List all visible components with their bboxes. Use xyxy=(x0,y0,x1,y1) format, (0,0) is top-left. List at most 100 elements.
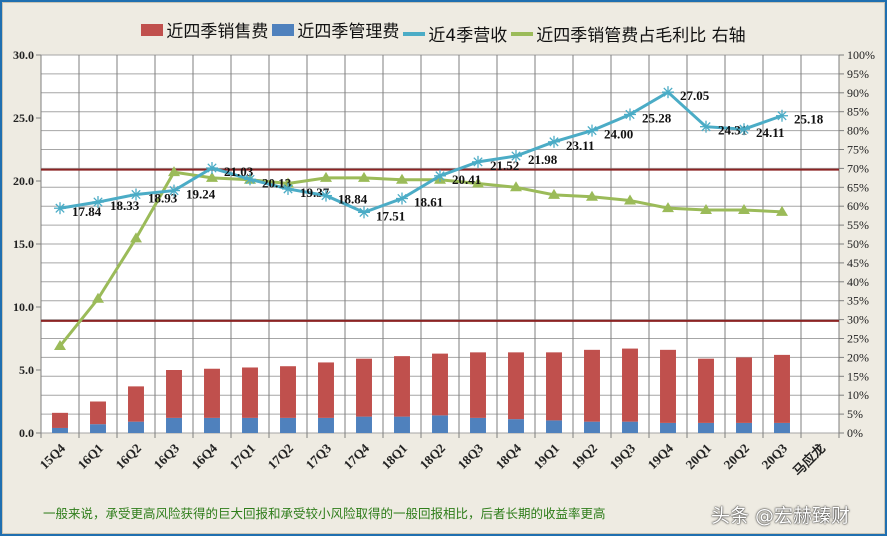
bar-management-fee xyxy=(90,424,106,433)
right-tick-label: 65% xyxy=(847,180,869,194)
right-tick-label: 30% xyxy=(847,313,869,327)
bar-sales-fee xyxy=(584,349,600,422)
star-marker-icon xyxy=(396,192,408,205)
revenue-data-label: 19.24 xyxy=(186,187,216,202)
legend-label: 近4季营收 xyxy=(428,26,508,46)
bar-management-fee xyxy=(128,421,144,433)
left-tick-label: 25.0 xyxy=(13,111,34,125)
bar-management-fee xyxy=(318,417,334,433)
footer-note: 一般来说，承受更高风险获得的巨大回报和承受较小风险取得的一般回报相比，后者长期的… xyxy=(43,506,606,521)
revenue-data-label: 18.33 xyxy=(110,198,140,213)
triangle-marker-icon xyxy=(662,202,674,213)
right-tick-label: 75% xyxy=(847,143,869,157)
star-marker-icon xyxy=(92,196,104,209)
bar-management-fee xyxy=(584,421,600,433)
x-tick-label: 18Q4 xyxy=(493,440,525,472)
line-revenue xyxy=(59,90,783,214)
legend-star-marker-icon xyxy=(403,31,426,36)
bar-sales-fee xyxy=(394,356,410,417)
right-tick-label: 5% xyxy=(847,407,863,421)
bar-sales-fee xyxy=(774,354,790,423)
bar-sales-fee xyxy=(90,401,106,425)
star-marker-icon xyxy=(738,123,750,136)
star-marker-icon xyxy=(548,135,560,148)
triangle-marker-icon xyxy=(700,203,712,214)
star-marker-icon xyxy=(244,173,256,186)
triangle-marker-icon xyxy=(738,203,750,214)
bar-management-fee xyxy=(546,420,562,433)
x-tick-label: 19Q3 xyxy=(607,440,639,472)
bar-sales-fee xyxy=(242,367,258,418)
triangle-marker-icon xyxy=(54,340,66,351)
left-tick-label: 10.0 xyxy=(13,300,34,314)
right-tick-label: 85% xyxy=(847,105,869,119)
right-tick-label: 70% xyxy=(847,161,869,175)
triangle-marker-icon xyxy=(206,171,218,182)
star-marker-icon xyxy=(624,108,636,121)
bar-sales-fee xyxy=(318,362,334,418)
star-marker-icon xyxy=(776,109,788,122)
bar-sales-fee xyxy=(546,352,562,421)
right-tick-label: 45% xyxy=(847,256,869,270)
bar-management-fee xyxy=(280,417,296,433)
star-marker-icon xyxy=(586,124,598,137)
x-tick-label: 18Q1 xyxy=(379,441,411,473)
legend-triangle-marker-icon xyxy=(511,31,534,36)
x-tick-label: 20Q3 xyxy=(759,440,791,472)
legend-swatch-bar-icon xyxy=(272,23,295,36)
bar-sales-fee xyxy=(52,412,68,428)
x-tick-label: 马应龙 xyxy=(790,441,828,479)
right-tick-label: 100% xyxy=(847,48,875,62)
bar-management-fee xyxy=(470,417,486,433)
right-tick-label: 95% xyxy=(847,67,869,81)
revenue-data-label: 19.37 xyxy=(300,185,330,200)
bar-sales-fee xyxy=(470,352,486,418)
star-marker-icon xyxy=(662,86,674,99)
triangle-marker-icon xyxy=(92,292,104,303)
x-tick-label: 17Q1 xyxy=(227,441,259,473)
bar-sales-fee xyxy=(736,357,752,423)
revenue-data-label: 17.84 xyxy=(72,204,102,219)
legend-swatch-bar-icon xyxy=(141,23,164,36)
revenue-data-label: 17.51 xyxy=(376,208,405,223)
right-tick-label: 60% xyxy=(847,199,869,213)
x-tick-label: 15Q4 xyxy=(37,440,69,472)
x-tick-label: 16Q2 xyxy=(113,441,145,473)
star-marker-icon xyxy=(282,182,294,195)
bar-sales-fee xyxy=(432,353,448,416)
legend-item: 近四季管理费 xyxy=(272,17,399,42)
bar-management-fee xyxy=(394,416,410,433)
revenue-data-label: 21.98 xyxy=(528,152,558,167)
triangle-marker-icon xyxy=(586,190,598,201)
bar-sales-fee xyxy=(128,386,144,422)
star-marker-icon xyxy=(206,162,218,175)
right-tick-label: 20% xyxy=(847,350,869,364)
bar-management-fee xyxy=(242,417,258,433)
right-tick-label: 55% xyxy=(847,218,869,232)
right-tick-label: 35% xyxy=(847,294,869,308)
star-marker-icon xyxy=(510,150,522,163)
x-tick-label: 17Q4 xyxy=(341,440,373,472)
revenue-data-label: 20.13 xyxy=(262,175,292,190)
bar-sales-fee xyxy=(280,366,296,418)
revenue-data-label: 21.52 xyxy=(490,158,519,173)
left-tick-label: 0.0 xyxy=(19,426,34,440)
star-marker-icon xyxy=(434,169,446,182)
bar-management-fee xyxy=(774,422,790,433)
star-marker-icon xyxy=(700,120,712,133)
bar-management-fee xyxy=(698,422,714,433)
triangle-marker-icon xyxy=(358,171,370,182)
x-tick-label: 17Q2 xyxy=(265,441,297,473)
legend-label: 近四季销管费占毛利比 右轴 xyxy=(536,26,746,46)
triangle-marker-icon xyxy=(510,181,522,192)
revenue-data-label: 27.05 xyxy=(680,88,710,103)
combo-chart: 0.0 5.0 10.0 15.0 20.0 25.0 30.0 0% 5% 10% 15% 20% 2… xyxy=(13,48,875,479)
triangle-marker-icon xyxy=(776,205,788,216)
bar-management-fee xyxy=(204,417,220,433)
revenue-data-label: 18.84 xyxy=(338,192,368,207)
triangle-marker-icon xyxy=(320,171,332,182)
x-tick-label: 18Q2 xyxy=(417,441,449,473)
triangle-marker-icon xyxy=(472,177,484,188)
revenue-data-label: 25.18 xyxy=(794,112,824,127)
